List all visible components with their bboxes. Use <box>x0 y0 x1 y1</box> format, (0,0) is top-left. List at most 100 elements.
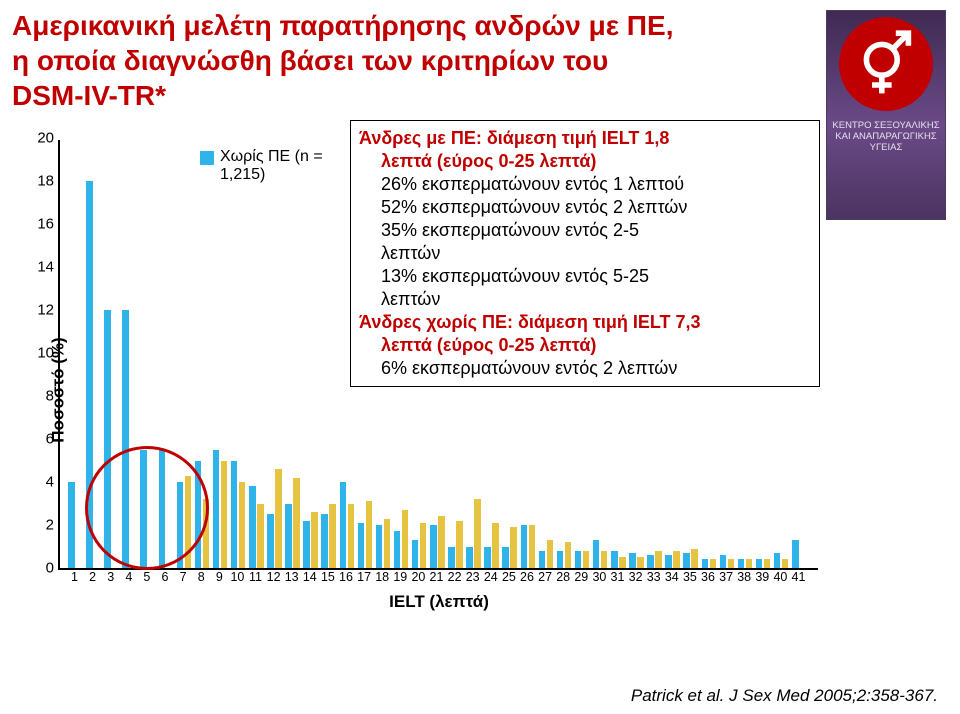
x-tick: 4 <box>125 570 132 584</box>
bar <box>249 486 256 568</box>
info-line: 6% εκσπερματώνουν εντός 2 λεπτών <box>359 357 811 380</box>
legend: Χωρίς ΠΕ (n = 1,215) <box>200 148 323 190</box>
bar <box>738 559 745 568</box>
bar <box>321 514 328 568</box>
x-tick: 20 <box>411 570 425 584</box>
legend-label: Χωρίς ΠΕ (n = 1,215) <box>220 148 323 184</box>
x-tick: 23 <box>466 570 480 584</box>
bar <box>583 551 590 568</box>
bar <box>647 555 654 568</box>
y-tick: 6 <box>26 431 54 448</box>
x-tick: 15 <box>321 570 335 584</box>
x-tick: 3 <box>107 570 114 584</box>
bar <box>221 461 228 569</box>
gender-symbol-icon <box>851 29 921 99</box>
bar <box>782 559 789 568</box>
bar <box>203 499 210 568</box>
x-tick: 29 <box>574 570 588 584</box>
bar <box>412 540 419 568</box>
bar <box>655 551 662 568</box>
x-tick: 28 <box>556 570 570 584</box>
bar <box>710 559 717 568</box>
x-tick: 25 <box>502 570 516 584</box>
bar <box>394 531 401 568</box>
bar <box>557 551 564 568</box>
info-line: 52% εκσπερματώνουν εντός 2 λεπτών <box>359 196 811 219</box>
bar <box>547 540 554 568</box>
x-tick: 24 <box>484 570 498 584</box>
bar <box>502 547 509 569</box>
citation: Patrick et al. J Sex Med 2005;2:358-367. <box>631 686 938 706</box>
y-tick: 14 <box>26 259 54 276</box>
title-line-2: η οποία διαγνώσθη βάσει των κριτηρίων το… <box>12 43 712 78</box>
bar <box>456 521 463 568</box>
page-title: Αμερικανική μελέτη παρατήρησης ανδρών με… <box>12 8 712 113</box>
bar <box>448 547 455 569</box>
info-line: λεπτά (εύρος 0-25 λεπτά) <box>359 334 811 357</box>
bar <box>539 551 546 568</box>
x-tick: 14 <box>303 570 317 584</box>
info-line: 13% εκσπερματώνουν εντός 5-25 <box>359 265 811 288</box>
x-tick: 19 <box>393 570 407 584</box>
bar <box>231 461 238 569</box>
title-line-1: Αμερικανική μελέτη παρατήρησης ανδρών με… <box>12 8 712 43</box>
bar <box>438 516 445 568</box>
y-tick: 18 <box>26 173 54 190</box>
bar <box>384 519 391 568</box>
x-tick: 1 <box>71 570 78 584</box>
x-tick: 2 <box>89 570 96 584</box>
x-tick: 18 <box>375 570 389 584</box>
bar <box>122 310 129 568</box>
info-line: λεπτά (εύρος 0-25 λεπτά) <box>359 150 811 173</box>
bar <box>764 559 771 568</box>
y-tick: 8 <box>26 388 54 405</box>
bar <box>329 504 336 569</box>
y-tick: 20 <box>26 130 54 147</box>
bar <box>683 553 690 568</box>
bar <box>358 523 365 568</box>
bar <box>68 482 75 568</box>
title-line-3: DSM-IV-TR* <box>12 78 712 113</box>
legend-swatch <box>200 151 214 165</box>
bar <box>303 521 310 568</box>
x-tick: 10 <box>230 570 244 584</box>
bar <box>420 523 427 568</box>
bar <box>376 525 383 568</box>
x-tick: 6 <box>162 570 169 584</box>
y-tick: 0 <box>26 560 54 577</box>
x-tick: 38 <box>737 570 751 584</box>
bar <box>195 461 202 569</box>
bar <box>702 559 709 568</box>
bar <box>474 499 481 568</box>
bar <box>720 555 727 568</box>
bar <box>340 482 347 568</box>
bar <box>792 540 799 568</box>
y-tick: 2 <box>26 517 54 534</box>
x-tick: 33 <box>647 570 661 584</box>
bar <box>267 514 274 568</box>
bar <box>275 469 282 568</box>
bar <box>601 551 608 568</box>
bar <box>746 559 753 568</box>
bar <box>213 450 220 568</box>
bar <box>366 501 373 568</box>
x-tick: 8 <box>198 570 205 584</box>
x-tick: 22 <box>448 570 462 584</box>
x-tick: 26 <box>520 570 534 584</box>
info-line: 26% εκσπερματώνουν εντός 1 λεπτού <box>359 173 811 196</box>
bar <box>673 551 680 568</box>
x-tick: 11 <box>249 570 262 584</box>
bar <box>756 559 763 568</box>
x-tick: 36 <box>701 570 715 584</box>
x-tick: 27 <box>538 570 552 584</box>
bar <box>611 551 618 568</box>
x-tick: 17 <box>357 570 371 584</box>
bar <box>285 504 292 569</box>
bar <box>510 527 517 568</box>
bar <box>691 549 698 568</box>
bar <box>575 551 582 568</box>
info-line: Άνδρες με ΠΕ: διάμεση τιμή IELT 1,8 <box>359 127 811 150</box>
x-tick: 13 <box>285 570 299 584</box>
bar <box>159 450 166 568</box>
bar <box>239 482 246 568</box>
